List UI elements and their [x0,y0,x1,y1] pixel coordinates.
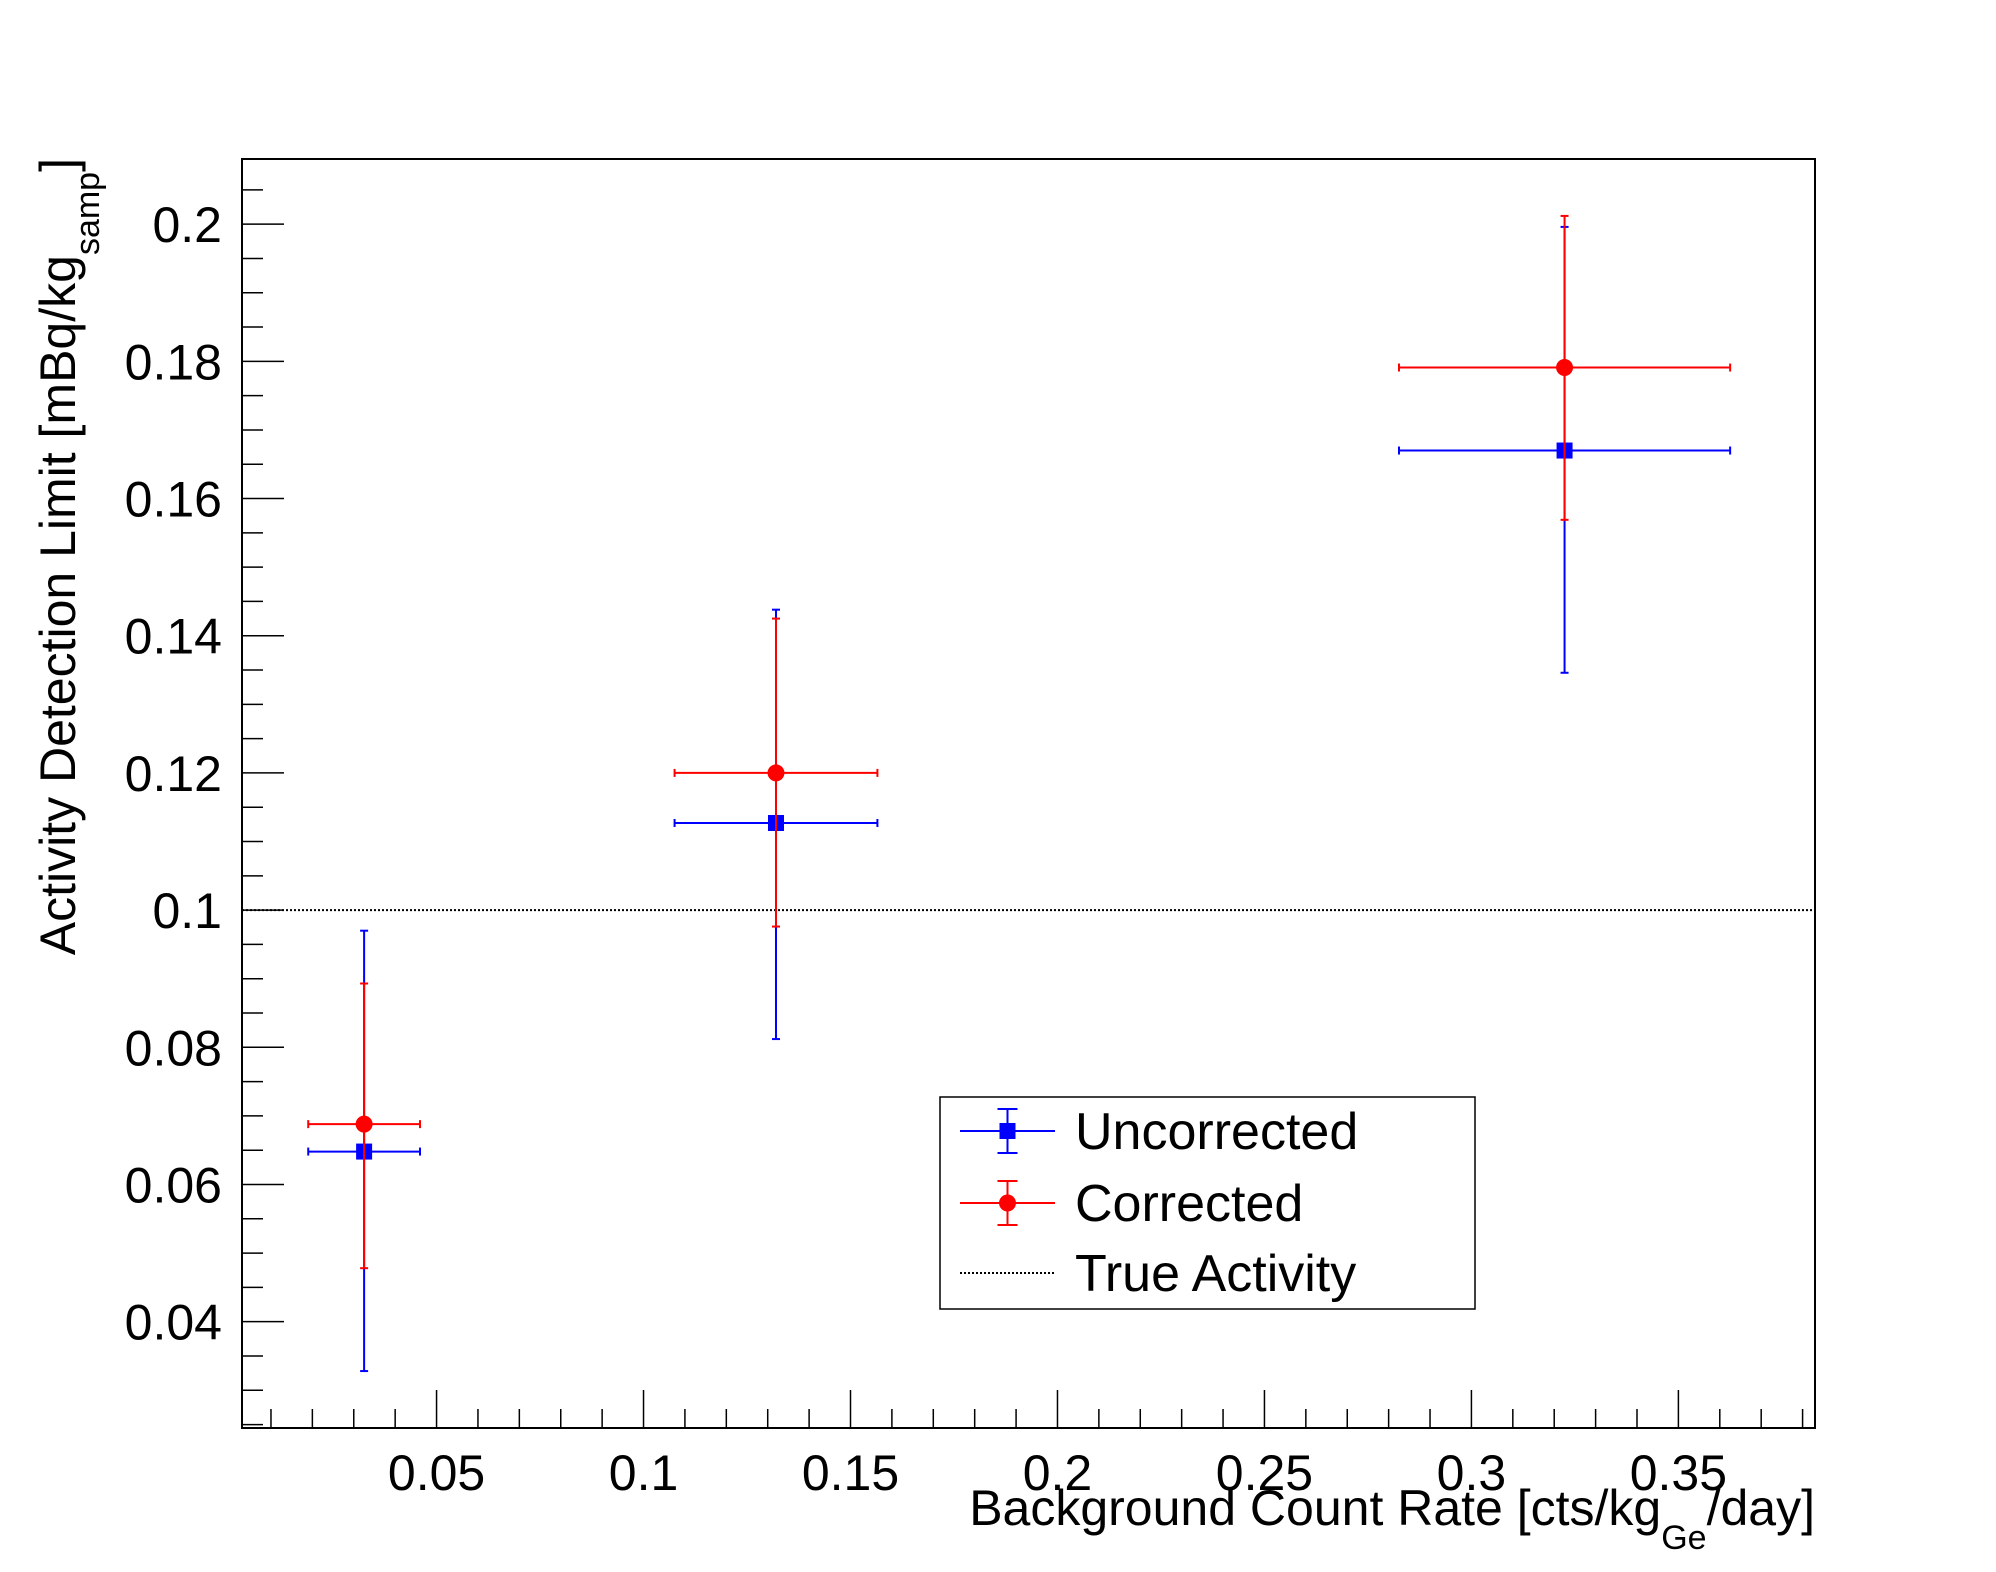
y-axis-title: Activity Detection Limit [mBq/kgsamp] [30,158,107,955]
x-axis-title-main: Background Count Rate [cts/kg [969,1480,1661,1536]
legend-label-corrected: Corrected [1075,1175,1303,1233]
y-tick-label: 0.08 [125,1020,222,1076]
y-tick-label: 0.06 [125,1157,222,1213]
y-tick-label: 0.16 [125,472,222,528]
legend-label-uncorrected: Uncorrected [1075,1103,1358,1161]
legend-marker-square [999,1123,1016,1139]
plot-area-border [241,158,1816,1429]
data-point-circle [1556,359,1574,377]
series-layer [307,214,1732,1373]
y-axis-title-main: Activity Detection Limit [mBq/kg [30,255,86,955]
x-tick-label: 0.25 [1216,1445,1313,1501]
series-corrected [307,214,1732,1270]
x-axis-title-tail: /day] [1707,1480,1815,1536]
x-tick-label: 0.05 [388,1445,485,1501]
data-point-circle [355,1115,373,1133]
y-axis-title-tail: ] [30,158,86,172]
y-tick-label: 0.18 [125,334,222,390]
x-axis-title: Background Count Rate [cts/kgGe/day] [969,1480,1815,1557]
y-axis-title-subscript: samp [69,172,107,255]
x-axis-title-subscript: Ge [1661,1519,1706,1557]
x-tick-label: 0.3 [1437,1445,1507,1501]
x-tick-label: 0.2 [1023,1445,1093,1501]
legend: Uncorrected Corrected True Activity [939,1096,1476,1310]
y-tick-label: 0.1 [152,883,222,939]
data-point-circle [767,764,785,782]
legend-marker-circle [999,1194,1016,1212]
x-tick-label: 0.1 [609,1445,679,1501]
x-tick-label: 0.15 [802,1445,899,1501]
y-tick-label: 0.04 [125,1295,222,1351]
y-tick-label: 0.2 [152,197,222,253]
x-tick-label: 0.35 [1630,1445,1727,1501]
y-tick-label: 0.14 [125,609,222,665]
axes-layer: 0.04 0.06 0.08 0.1 0.12 0.14 0.16 0.18 0.2 0.05 0.… [125,189,1804,1501]
y-tick-label: 0.12 [125,746,222,802]
plot-frame [241,158,1816,1429]
legend-label-true-activity: True Activity [1075,1245,1356,1303]
